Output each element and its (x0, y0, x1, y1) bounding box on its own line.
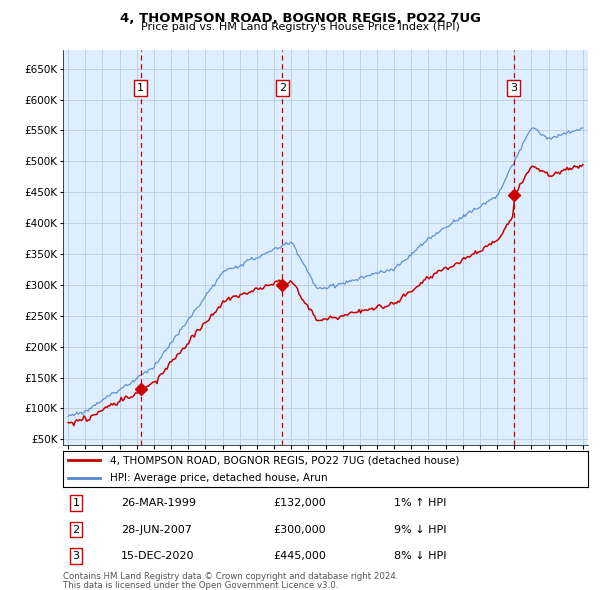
Text: £300,000: £300,000 (273, 525, 326, 535)
Text: 4, THOMPSON ROAD, BOGNOR REGIS, PO22 7UG (detached house): 4, THOMPSON ROAD, BOGNOR REGIS, PO22 7UG… (110, 455, 460, 465)
Text: 4, THOMPSON ROAD, BOGNOR REGIS, PO22 7UG: 4, THOMPSON ROAD, BOGNOR REGIS, PO22 7UG (119, 12, 481, 25)
Text: HPI: Average price, detached house, Arun: HPI: Average price, detached house, Arun (110, 473, 328, 483)
Text: £132,000: £132,000 (273, 498, 326, 508)
Text: 2: 2 (279, 83, 286, 93)
Text: 3: 3 (73, 551, 80, 561)
Text: Price paid vs. HM Land Registry's House Price Index (HPI): Price paid vs. HM Land Registry's House … (140, 22, 460, 32)
Text: 15-DEC-2020: 15-DEC-2020 (121, 551, 194, 561)
Text: 8% ↓ HPI: 8% ↓ HPI (394, 551, 446, 561)
Text: 28-JUN-2007: 28-JUN-2007 (121, 525, 191, 535)
Text: 1% ↑ HPI: 1% ↑ HPI (394, 498, 446, 508)
Text: 3: 3 (510, 83, 517, 93)
Text: 1: 1 (73, 498, 80, 508)
Text: 26-MAR-1999: 26-MAR-1999 (121, 498, 196, 508)
Text: 2: 2 (73, 525, 80, 535)
Text: 1: 1 (137, 83, 144, 93)
Text: Contains HM Land Registry data © Crown copyright and database right 2024.: Contains HM Land Registry data © Crown c… (63, 572, 398, 581)
Text: £445,000: £445,000 (273, 551, 326, 561)
Text: 9% ↓ HPI: 9% ↓ HPI (394, 525, 446, 535)
Text: This data is licensed under the Open Government Licence v3.0.: This data is licensed under the Open Gov… (63, 581, 338, 589)
